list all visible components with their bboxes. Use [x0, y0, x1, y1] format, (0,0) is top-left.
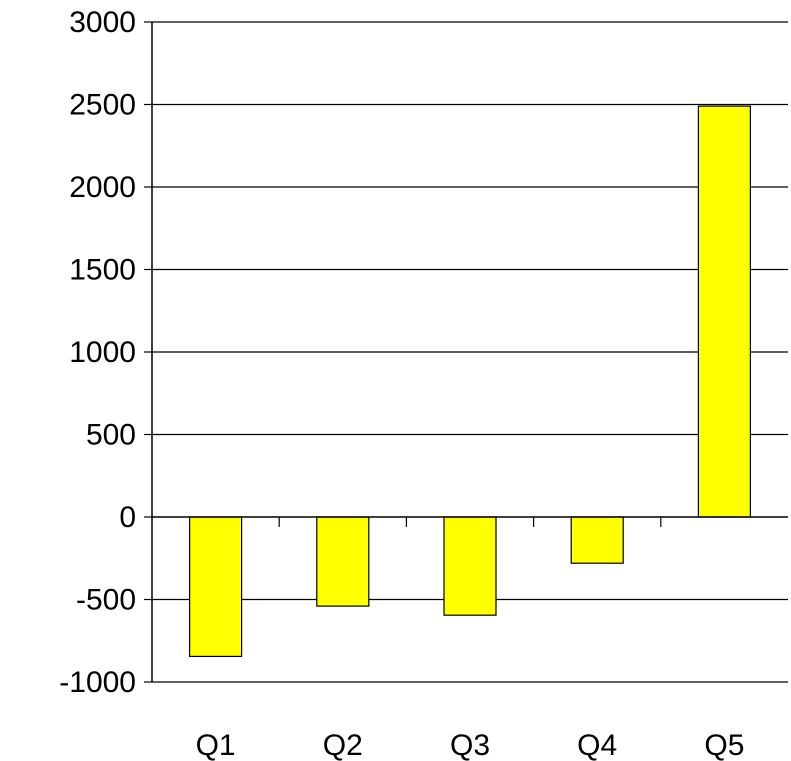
- bar-q5: [697, 105, 752, 518]
- y-tick-label: 3000: [69, 6, 136, 39]
- y-tick-label: -1000: [59, 666, 136, 699]
- x-tick-label: Q3: [450, 729, 490, 761]
- bar-q4: [570, 516, 624, 564]
- bar-q3: [443, 516, 497, 616]
- y-tick-label: 0: [119, 501, 136, 534]
- y-tick-label: 2500: [69, 89, 136, 122]
- y-axis-ticks: [144, 21, 152, 683]
- x-axis-tick-labels: Q1 Q2 Q3 Q4 Q5: [196, 729, 745, 761]
- x-tick-label: Q1: [196, 729, 236, 761]
- bar-q2: [316, 516, 370, 607]
- bar-q1: [189, 516, 243, 658]
- x-tick-label: Q4: [577, 729, 617, 761]
- gridlines: [152, 21, 788, 683]
- bars: [189, 105, 752, 658]
- y-tick-label: 2000: [69, 171, 136, 204]
- x-tick-label: Q5: [704, 729, 744, 761]
- y-tick-label: 500: [86, 419, 136, 452]
- y-tick-label: -500: [76, 584, 136, 617]
- x-tick-label: Q2: [323, 729, 363, 761]
- y-axis-tick-labels: -1000 -500 0 500 1000 1500 2000 2500 3000: [59, 6, 136, 699]
- x-axis-ticks: [278, 517, 662, 527]
- y-tick-label: 1000: [69, 336, 136, 369]
- y-tick-label: 1500: [69, 254, 136, 287]
